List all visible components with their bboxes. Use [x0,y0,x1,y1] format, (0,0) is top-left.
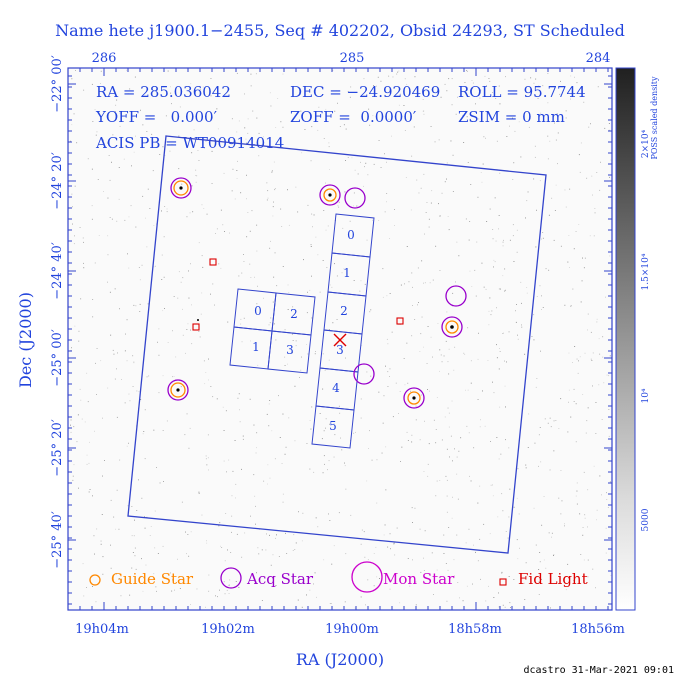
guide-star-marker [445,320,459,334]
acq-star-marker [353,363,375,385]
info-zoff: ZOFF = 0.0000′ [290,108,417,126]
colorbar-tick-label: 1.5×10⁴ [641,253,651,290]
info-ra: RA = 285.036042 [96,83,231,101]
info-roll: ROLL = 95.7744 [458,83,586,101]
colorbar-tick-label: 10⁴ [641,388,651,403]
guide-star-marker [173,180,189,196]
acis-s-label-3: 3 [336,343,344,357]
colorbar-labels: 2×10⁴ POSS scaled density 1.5×10⁴ 10⁴ 50… [641,76,659,531]
acq-star-marker [344,187,366,209]
bottom-tick-label: 18h56m [571,622,625,637]
acq-star-marker [441,316,463,338]
legend-acq-icon [220,567,242,589]
fid-light-marker [209,258,217,266]
top-tick-label: 284 [586,51,611,66]
colorbar [615,67,636,611]
plot-title: Name hete j1900.1−2455, Seq # 402202, Ob… [55,21,625,40]
sky-background-speckle [69,69,612,609]
acis-s-label-5: 5 [329,419,337,433]
y-axis-label: Dec (J2000) [16,292,35,388]
top-tick-label: 286 [92,51,117,66]
info-zsim: ZSIM = 0 mm [458,108,565,126]
acq-star-marker [167,379,189,401]
legend-fid-label: Fid Light [518,570,588,588]
top-tick-labels: 286 285 284 [92,51,611,66]
acis-s-label-0: 0 [347,228,355,242]
left-tick-label: −22° 00′ [50,55,65,113]
acis-s-chip-5 [311,405,355,449]
legend-acq-label: Acq Star [246,570,314,588]
bottom-tick-label: 19h02m [201,622,255,637]
legend-guide-label: Guide Star [111,570,194,588]
left-tick-labels: −22° 00′ −24° 20′ −24° 40′ −25° 00′ −25°… [50,55,65,569]
guide-star-marker [170,382,186,398]
left-tick-label: −25° 00′ [50,329,65,387]
left-tick-label: −25° 40′ [50,511,65,569]
bottom-tick-label: 18h58m [448,622,502,637]
acis-i-chip-3 [267,330,312,374]
acis-i-labels: 0 2 1 3 [252,304,298,357]
legend-mon-label: Mon Star [383,570,455,588]
acis-s-label-2: 2 [340,304,348,318]
acis-s-array [311,213,375,449]
acq-star-marker [170,177,192,199]
legend: Guide Star Acq Star Mon Star Fid Light [89,561,588,593]
fid-light-marker [192,323,200,331]
fid-lights [192,258,404,331]
acis-i-label-3: 3 [286,343,294,357]
acq-star-marker [319,184,341,206]
acis-s-label-1: 1 [343,266,351,280]
left-tick-label: −25° 20′ [50,419,65,477]
info-yoff: YOFF = 0.000′ [95,108,218,126]
acis-s-label-4: 4 [332,381,340,395]
guide-stars [170,180,459,405]
info-acis-pb: ACIS PB = WT00914014 [95,134,284,152]
acis-i-label-1: 1 [252,340,260,354]
fid-light-marker [396,317,404,325]
acis-i-array [229,288,316,374]
star-points [176,186,454,400]
field-of-view-outline [127,135,547,554]
legend-fid-icon [499,578,507,586]
aimpoint-marker [333,333,347,347]
legend-guide-icon [89,574,101,586]
acis-s-labels: 0 1 2 3 4 5 [329,228,355,433]
acis-i-label-2: 2 [290,307,298,321]
bottom-tick-label: 19h00m [325,622,379,637]
axis-ticks [68,68,612,610]
bottom-tick-label: 19h04m [75,622,129,637]
bottom-tick-labels: 19h04m 19h02m 19h00m 18h58m 18h56m [75,622,625,637]
guide-star-marker [407,391,421,405]
acq-star-marker [445,285,467,307]
left-tick-label: −24° 20′ [50,152,65,210]
top-tick-label: 285 [340,51,365,66]
guide-star-marker [323,188,337,202]
colorbar-max-label: 2×10⁴ [641,129,651,158]
info-block: RA = 285.036042 DEC = −24.920469 ROLL = … [95,83,586,152]
x-axis-label: RA (J2000) [296,650,384,669]
acq-stars [167,177,467,409]
acis-i-label-0: 0 [254,304,262,318]
plot-area [67,67,613,611]
colorbar-title: POSS scaled density [650,76,659,160]
left-tick-label: −24° 40′ [50,242,65,300]
info-dec: DEC = −24.920469 [290,83,440,101]
legend-mon-icon [351,561,383,593]
acq-star-marker [403,387,425,409]
footer-stamp: dcastro 31-Mar-2021 09:01 [523,665,674,676]
colorbar-tick-label: 5000 [641,508,651,531]
